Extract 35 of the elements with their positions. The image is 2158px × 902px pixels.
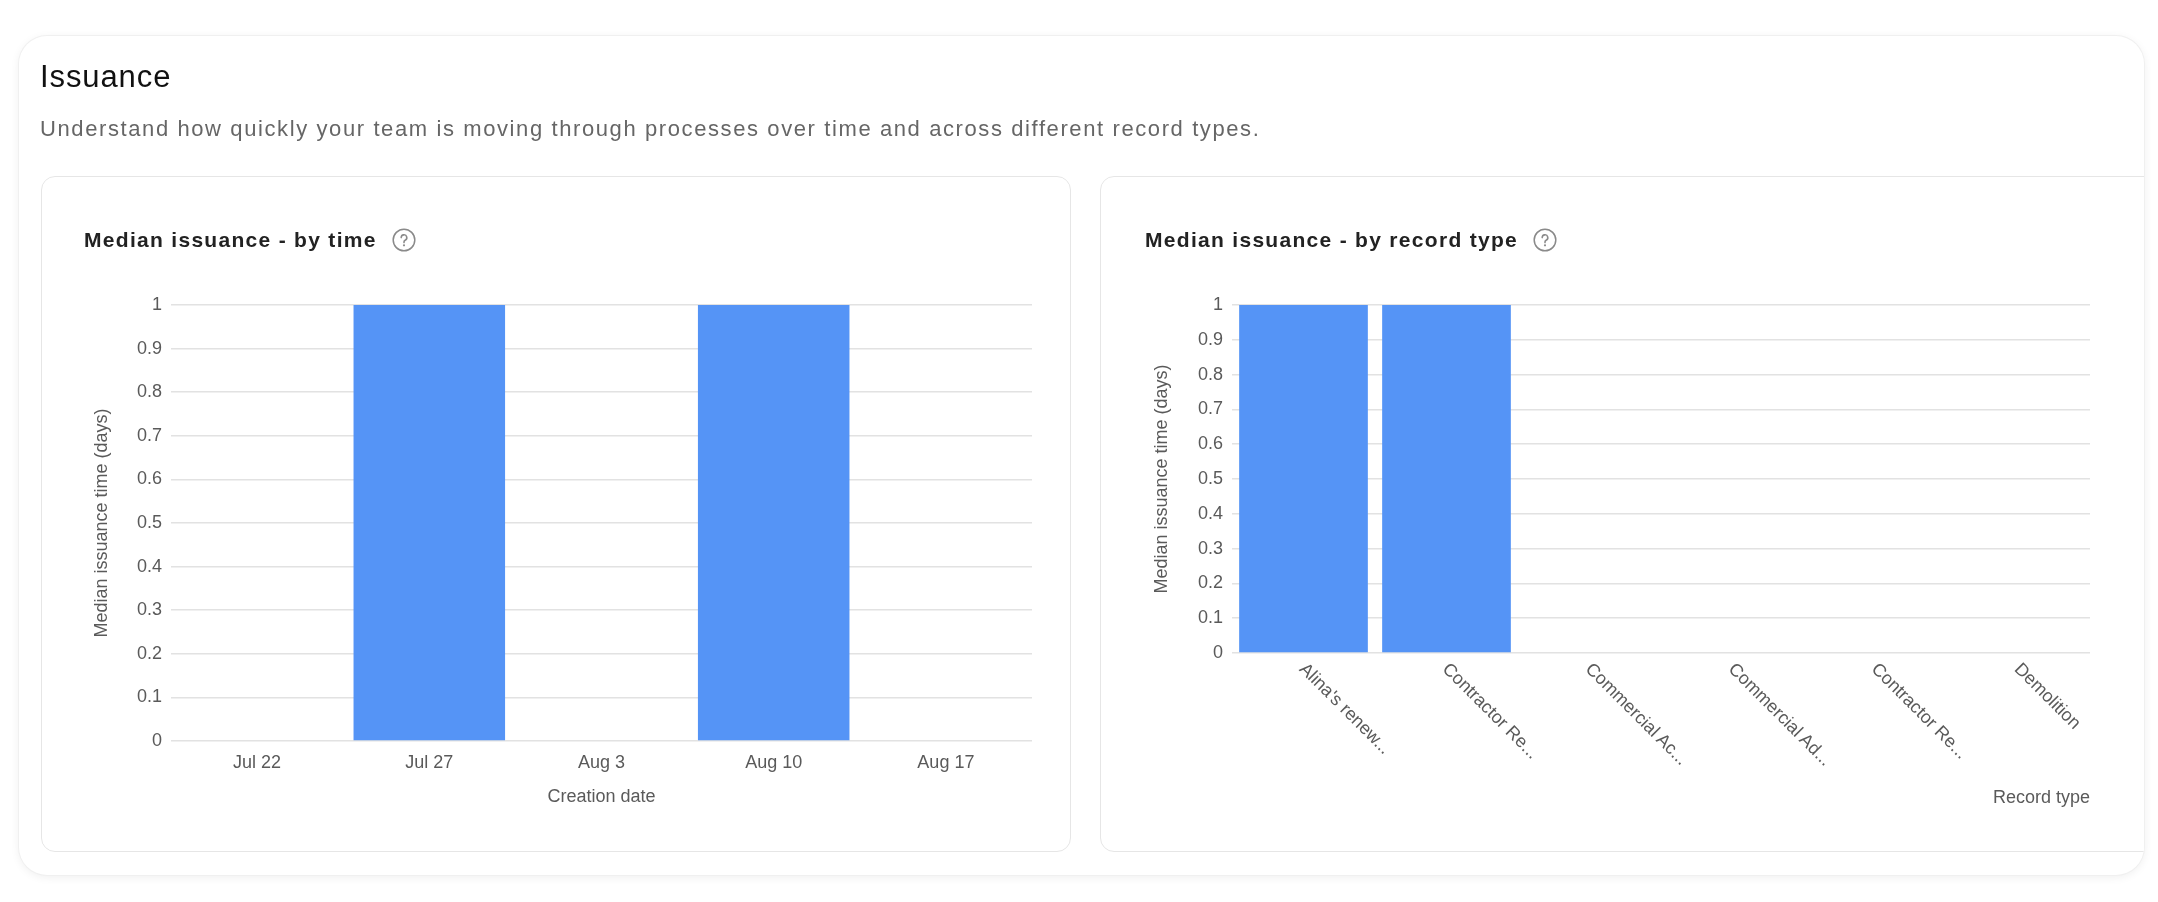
x-axis-title: Record type — [1992, 787, 2090, 808]
y-tick-label: 0.9 — [1197, 328, 1223, 349]
x-tick-label: Aug 3 — [577, 751, 626, 772]
y-tick-label: 0.3 — [1197, 537, 1223, 558]
x-tick-label: Jul 22 — [233, 751, 282, 772]
y-tick-label: 0.3 — [136, 599, 162, 620]
y-tick-label: 0.8 — [1197, 363, 1223, 384]
y-tick-label: 0 — [1212, 641, 1223, 662]
y-tick-label: 0.4 — [1197, 502, 1223, 523]
y-tick-label: 0.5 — [136, 511, 162, 532]
y-tick-label: 0.2 — [136, 642, 162, 663]
y-tick-label: 1 — [151, 293, 162, 314]
y-tick-label: 0.1 — [136, 686, 162, 707]
y-tick-label: 0 — [151, 729, 162, 750]
y-tick-label: 0.9 — [136, 337, 162, 358]
chart-title: Median issuance - by record type — [1145, 228, 1519, 252]
x-tick-label: Jul 27 — [405, 751, 454, 772]
y-tick-label: 0.7 — [1197, 398, 1223, 419]
y-tick-label: 0.8 — [136, 381, 162, 402]
y-axis-title: Median issuance time (days) — [1150, 364, 1171, 594]
y-tick-label: 0.5 — [1197, 467, 1223, 488]
y-tick-label: 0.6 — [136, 468, 162, 489]
y-axis-title: Median issuance time (days) — [90, 408, 111, 638]
text: Understand how quickly your team is moving through processes over time and across different record types. — [40, 116, 1261, 141]
chart-title: Median issuance - by time — [84, 228, 377, 252]
y-tick-label: 1 — [1212, 293, 1223, 314]
x-axis-title: Creation date — [547, 786, 656, 807]
text: Issuance — [40, 59, 172, 94]
y-tick-label: 0.4 — [136, 555, 162, 576]
y-tick-label: 0.7 — [136, 424, 162, 445]
y-tick-label: 0.2 — [1197, 572, 1223, 593]
x-tick-label: Aug 10 — [745, 751, 803, 772]
y-tick-label: 0.6 — [1197, 433, 1223, 454]
x-tick-label: Aug 17 — [917, 751, 975, 772]
y-tick-label: 0.1 — [1197, 607, 1223, 628]
